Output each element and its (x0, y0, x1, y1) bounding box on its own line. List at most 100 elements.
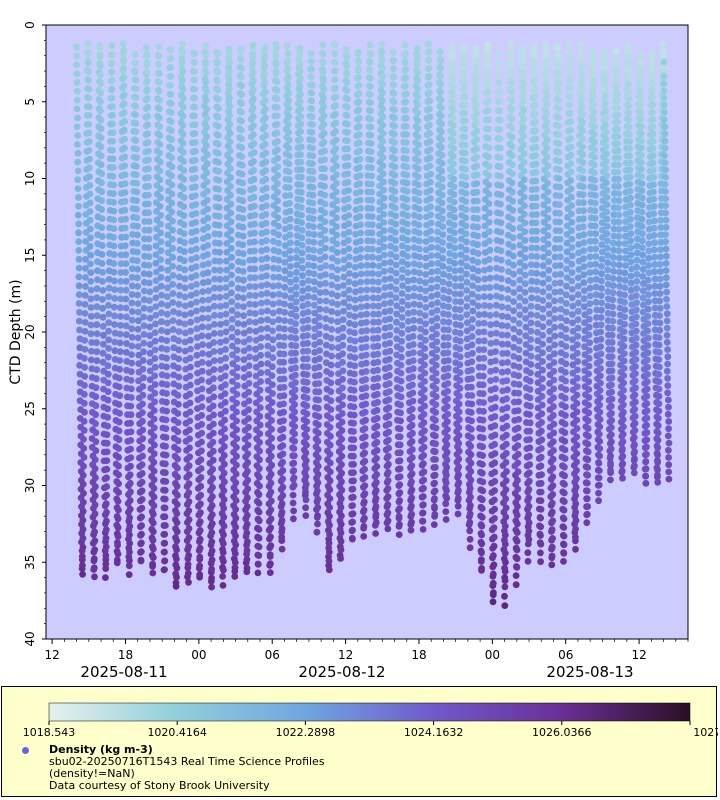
data-point (537, 479, 545, 487)
data-point (167, 118, 175, 126)
data-point (343, 62, 351, 70)
data-point (419, 517, 427, 525)
data-point (278, 533, 286, 541)
data-point (379, 81, 386, 88)
data-point (392, 286, 400, 293)
data-point (231, 550, 239, 557)
data-point (474, 267, 482, 275)
data-point (516, 328, 523, 336)
data-point (117, 269, 125, 276)
data-point (355, 139, 363, 147)
data-point (526, 377, 534, 385)
data-point (145, 174, 152, 181)
data-point (262, 132, 270, 139)
data-point (164, 240, 172, 248)
data-point (287, 286, 295, 294)
data-point (416, 309, 424, 317)
data-point (144, 95, 151, 102)
data-point (204, 223, 212, 231)
data-point (327, 432, 334, 440)
data-point (355, 90, 363, 97)
data-point (332, 93, 340, 101)
data-point (474, 250, 482, 257)
data-point (451, 313, 459, 321)
data-point (526, 444, 534, 452)
data-point (208, 511, 216, 518)
data-point (186, 426, 193, 434)
data-point (350, 387, 358, 394)
data-point (548, 552, 556, 560)
data-point (315, 388, 323, 396)
data-point (380, 211, 388, 218)
data-point (138, 470, 146, 477)
data-point (269, 300, 277, 308)
data-point (490, 533, 498, 541)
data-point (151, 346, 159, 354)
data-point (232, 506, 240, 513)
data-point (250, 167, 258, 174)
data-point (82, 265, 89, 272)
data-point (133, 205, 141, 213)
data-point (507, 42, 515, 50)
data-point (446, 250, 454, 257)
data-point (339, 316, 347, 323)
data-point (297, 135, 304, 143)
data-point (146, 367, 154, 375)
data-point (222, 363, 230, 371)
data-point (466, 535, 474, 543)
data-point (203, 187, 211, 195)
data-point (246, 353, 253, 361)
data-point (461, 125, 469, 133)
data-point (467, 409, 475, 416)
data-point (504, 340, 512, 348)
data-point (539, 314, 547, 322)
data-point (373, 471, 381, 478)
data-point (327, 406, 335, 413)
data-point (414, 101, 422, 109)
data-point (173, 519, 181, 526)
data-point (466, 510, 474, 518)
data-point (99, 287, 107, 294)
data-point (79, 507, 87, 515)
data-point (473, 145, 480, 152)
data-point (214, 86, 222, 94)
data-point (362, 343, 370, 351)
data-point (297, 196, 305, 204)
data-point (520, 193, 528, 201)
data-point (333, 171, 340, 179)
data-point (321, 244, 329, 252)
data-point (152, 268, 160, 276)
data-point (490, 552, 497, 559)
data-point (425, 56, 433, 64)
data-point (451, 214, 458, 221)
data-point (515, 416, 523, 423)
data-point (338, 418, 346, 426)
data-point (256, 421, 264, 429)
data-point (81, 355, 88, 362)
data-point (521, 263, 529, 270)
data-point (274, 214, 282, 222)
data-point (532, 143, 540, 151)
data-point (534, 345, 542, 353)
data-point (524, 549, 532, 557)
data-point (521, 271, 529, 279)
data-point (85, 138, 93, 146)
data-point (146, 297, 153, 304)
data-point (515, 363, 523, 371)
data-point (421, 369, 429, 377)
data-point (179, 67, 187, 75)
data-point (556, 201, 563, 209)
data-point (156, 158, 164, 166)
data-point (437, 72, 445, 80)
data-point (146, 332, 154, 340)
data-point (228, 316, 236, 323)
data-point (281, 333, 288, 341)
data-point (545, 284, 553, 292)
data-point (102, 560, 110, 568)
data-point (127, 368, 135, 376)
data-point (508, 124, 516, 132)
data-point (255, 473, 263, 481)
data-point (99, 349, 107, 357)
data-point (322, 324, 330, 331)
data-point (264, 333, 271, 341)
